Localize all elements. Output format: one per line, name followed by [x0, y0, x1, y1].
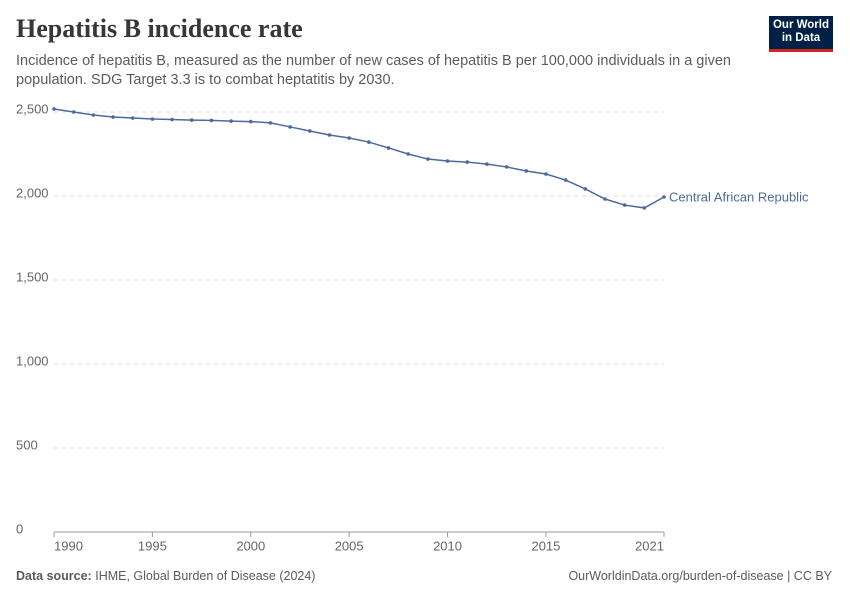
url[interactable]: OurWorldinData.org/burden-of-disease | C…: [568, 569, 832, 583]
x-tick-label: 2005: [335, 538, 364, 553]
point: [347, 136, 351, 140]
point: [563, 178, 568, 182]
chart-title: Hepatitis B incidence rate: [16, 14, 303, 43]
x-tick-label: 2021: [635, 538, 664, 553]
source: Data source: IHME, Global Burden of Dise…: [16, 569, 315, 583]
logo-line: in Data: [781, 32, 821, 44]
point: [111, 115, 115, 119]
point: [544, 172, 548, 176]
point: [445, 159, 450, 163]
point: [504, 165, 509, 169]
x-tick-label: 2015: [531, 538, 560, 553]
point: [308, 129, 312, 133]
point: [642, 206, 647, 210]
point: [91, 113, 96, 117]
point: [189, 118, 194, 122]
y-tick-label: 1,500: [16, 269, 49, 284]
line: [53, 108, 665, 209]
point: [583, 187, 588, 191]
point: [268, 121, 273, 125]
source-text: IHME, Global Burden of Disease (2024): [95, 569, 316, 583]
y-tick-label: 2,500: [16, 101, 49, 116]
point: [603, 197, 607, 201]
chart-subtitle: Incidence of hepatitis B, measured as th…: [16, 53, 731, 88]
point: [386, 146, 391, 150]
y-tick-label: 2,000: [16, 185, 49, 200]
x-tick-label: 1995: [138, 538, 167, 553]
point: [327, 133, 332, 137]
series-label: Central African Republic: [669, 189, 809, 204]
x-tick-label: 2010: [433, 538, 462, 553]
point: [406, 152, 410, 156]
point: [426, 157, 430, 161]
point: [288, 125, 292, 129]
y-tick-label: 500: [16, 437, 38, 452]
point: [524, 169, 529, 173]
y-tick-label: 1,000: [16, 353, 49, 368]
point: [71, 110, 76, 114]
point: [367, 140, 371, 144]
x-tick-label: 2000: [236, 538, 265, 553]
point: [465, 160, 470, 164]
point: [209, 118, 214, 123]
source-label: Data source:: [16, 569, 92, 583]
point: [622, 203, 627, 207]
point: [229, 119, 233, 123]
point: [248, 119, 253, 124]
logo[interactable]: Our World in Data: [769, 16, 833, 52]
point: [130, 116, 135, 120]
point: [170, 117, 174, 122]
point: [52, 107, 56, 111]
point: [150, 117, 155, 121]
logo-line: Our World: [772, 19, 829, 31]
y-tick-label: 0: [16, 521, 23, 536]
point: [485, 162, 489, 166]
x-tick-label: 1990: [54, 538, 83, 553]
point: [662, 195, 666, 199]
